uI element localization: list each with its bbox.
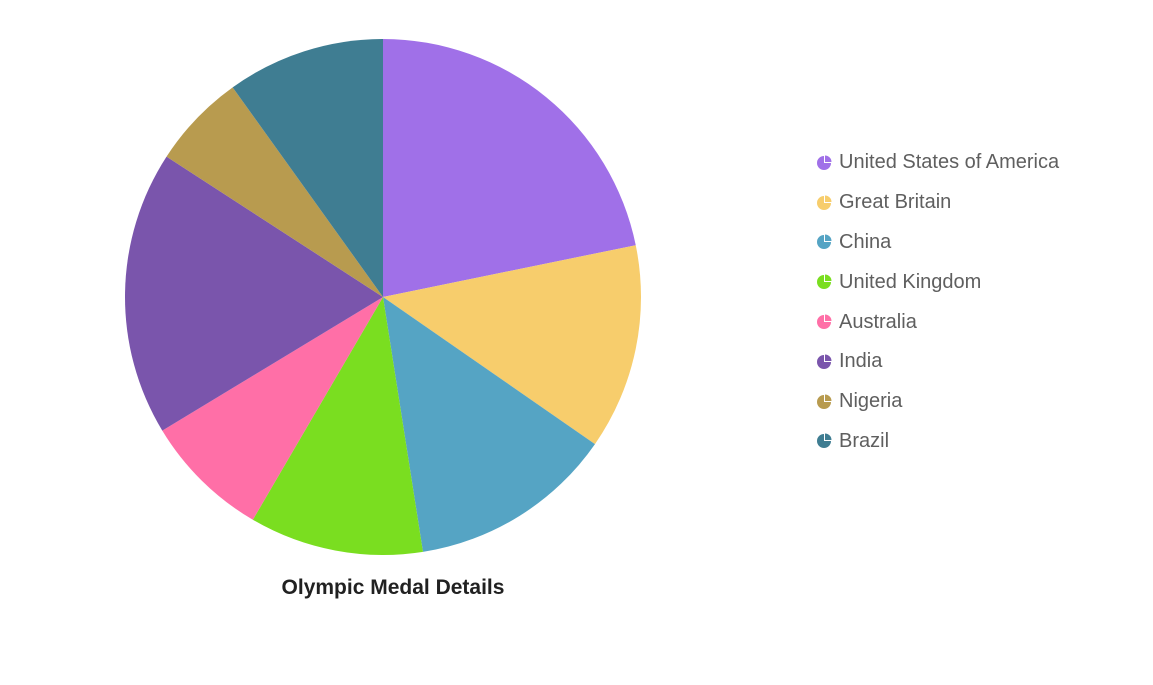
pie-slice-nigeria[interactable] xyxy=(166,87,383,297)
legend-item-brazil[interactable]: Brazil xyxy=(816,422,1059,462)
pie-slice-china[interactable] xyxy=(383,297,595,552)
legend-item-united-states-of-america[interactable]: United States of America xyxy=(816,143,1059,183)
pie-chart-icon xyxy=(817,314,832,330)
pie-chart-icon xyxy=(817,234,832,250)
pie-slice-great-britain[interactable] xyxy=(383,245,641,445)
pie-slice-australia[interactable] xyxy=(162,297,383,520)
legend-label: India xyxy=(839,350,883,373)
pie-slice-united-kingdom[interactable] xyxy=(252,297,423,555)
legend-label: China xyxy=(839,230,892,253)
legend-label: Nigeria xyxy=(839,390,903,413)
legend-label: United Kingdom xyxy=(839,270,982,293)
pie-chart-icon xyxy=(817,433,832,449)
pie-chart-icon xyxy=(817,274,832,290)
legend-label: United States of America xyxy=(839,151,1060,174)
legend-label: Great Britain xyxy=(839,191,952,214)
legend-item-great-britain[interactable]: Great Britain xyxy=(816,183,1059,223)
pie-slice-united-states-of-america[interactable] xyxy=(383,39,636,297)
pie-chart-icon xyxy=(817,354,832,369)
legend-label: Australia xyxy=(839,310,917,333)
pie-slice-brazil[interactable] xyxy=(232,39,383,297)
legend: United States of America Great Britain Chi… xyxy=(816,143,1059,461)
chart-title: Olympic Medal Details xyxy=(281,576,505,599)
pie-chart-icon xyxy=(817,155,832,170)
legend-item-china[interactable]: China xyxy=(816,223,1059,263)
pie-slice-india[interactable] xyxy=(124,156,383,431)
legend-item-nigeria[interactable]: Nigeria xyxy=(816,382,1059,422)
pie-chart-icon xyxy=(817,195,832,210)
legend-item-united-kingdom[interactable]: United Kingdom xyxy=(816,262,1059,302)
pie-plot-area xyxy=(124,39,641,555)
legend-item-india[interactable]: India xyxy=(816,342,1059,382)
pie-chart-icon xyxy=(817,394,832,409)
legend-label: Brazil xyxy=(839,429,890,452)
legend-item-australia[interactable]: Australia xyxy=(816,302,1059,342)
